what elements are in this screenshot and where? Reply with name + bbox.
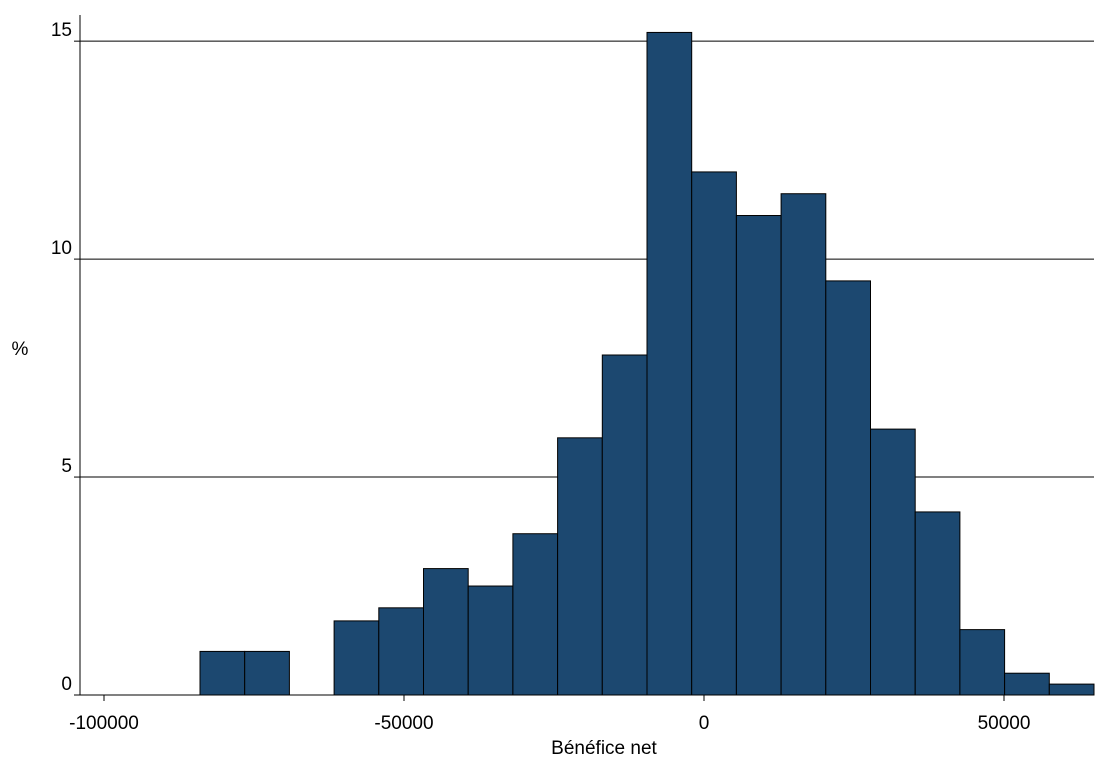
bar [735,215,782,696]
bar [1004,672,1050,696]
bar [914,511,961,696]
bar [333,620,380,696]
y-tick-label: 10 [51,238,72,259]
bar [378,607,424,696]
bar [825,280,871,696]
bar [780,193,827,696]
bar [423,568,469,696]
y-tick-label: 5 [61,456,72,477]
bar [691,171,737,696]
bar [244,650,290,696]
bar [1048,683,1095,696]
x-tick-label: 0 [699,713,710,734]
bar [646,31,693,696]
bar [870,428,916,696]
y-tick-label: 15 [51,20,72,41]
x-tick-label: -100000 [69,713,139,734]
y-tick-label: 0 [61,674,72,695]
x-tick-label: 50000 [978,713,1031,734]
bar [199,650,246,696]
x-tick-label: -50000 [374,713,433,734]
bar [959,629,1006,696]
bar [467,585,514,696]
x-axis-label: Bénéfice net [551,738,657,759]
bar [601,354,648,696]
bar [557,437,603,696]
bar [512,533,559,696]
y-axis-label: % [12,339,29,360]
